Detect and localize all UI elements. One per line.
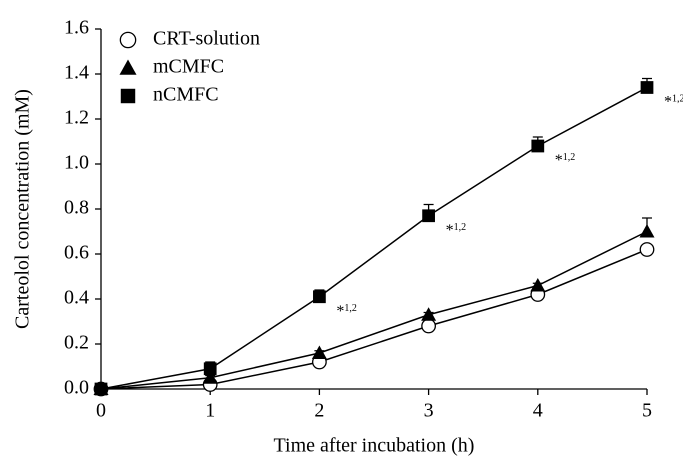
legend-marker: [120, 88, 136, 104]
annotation: *1,2: [664, 93, 683, 110]
legend-label: mCMFC: [153, 56, 224, 78]
series-line: [100, 248, 648, 390]
legend-label: CRT-solution: [153, 28, 260, 50]
annotation: *1,2: [555, 152, 576, 169]
annotation-star: *: [555, 152, 563, 169]
annotation-star: *: [446, 221, 454, 238]
marker: [311, 345, 327, 359]
x-tick-label: 0: [96, 400, 106, 422]
y-tick-label: 0.2: [64, 332, 89, 354]
y-tick-label: 0.6: [64, 242, 89, 264]
annotation-star: *: [336, 302, 344, 319]
marker: [639, 242, 655, 257]
marker: [639, 224, 655, 238]
x-tick-label: 1: [205, 400, 215, 422]
marker: [640, 81, 654, 94]
annotation: *1,2: [446, 221, 467, 238]
marker: [94, 382, 108, 396]
marker: [421, 318, 437, 334]
marker: [421, 307, 437, 321]
x-tick-label: 2: [314, 400, 324, 422]
y-tick-label: 1.0: [64, 152, 89, 174]
annotation-sup: 1,2: [454, 222, 467, 233]
x-tick-label: 4: [533, 400, 543, 422]
marker: [422, 209, 435, 223]
legend-marker: [119, 31, 137, 49]
annotation: *1,2: [336, 302, 357, 319]
marker: [530, 278, 546, 292]
legend-label: nCMFC: [153, 84, 219, 106]
y-tick-label: 0.8: [64, 197, 89, 219]
x-tick-label: 5: [642, 400, 652, 422]
y-tick-label: 1.6: [64, 17, 89, 39]
annotation-sup: 1,2: [563, 152, 576, 163]
marker: [313, 290, 326, 304]
series-line: [100, 230, 648, 390]
marker: [203, 362, 217, 376]
annotation-sup: 1,2: [344, 303, 357, 314]
y-axis-label: Carteolol concentration (mM): [12, 89, 34, 329]
y-tick-label: 0.4: [64, 287, 89, 309]
annotation-sup: 1,2: [672, 94, 683, 105]
y-tick-label: 0.0: [64, 377, 89, 399]
y-tick-label: 1.2: [64, 107, 89, 129]
legend-marker: [119, 59, 137, 75]
marker: [202, 370, 218, 384]
series-line: [100, 86, 648, 390]
y-tick-label: 1.4: [64, 62, 89, 84]
x-tick-label: 3: [424, 400, 434, 422]
marker: [531, 139, 545, 153]
annotation-star: *: [664, 93, 672, 110]
x-axis-label: Time after incubation (h): [274, 435, 475, 457]
